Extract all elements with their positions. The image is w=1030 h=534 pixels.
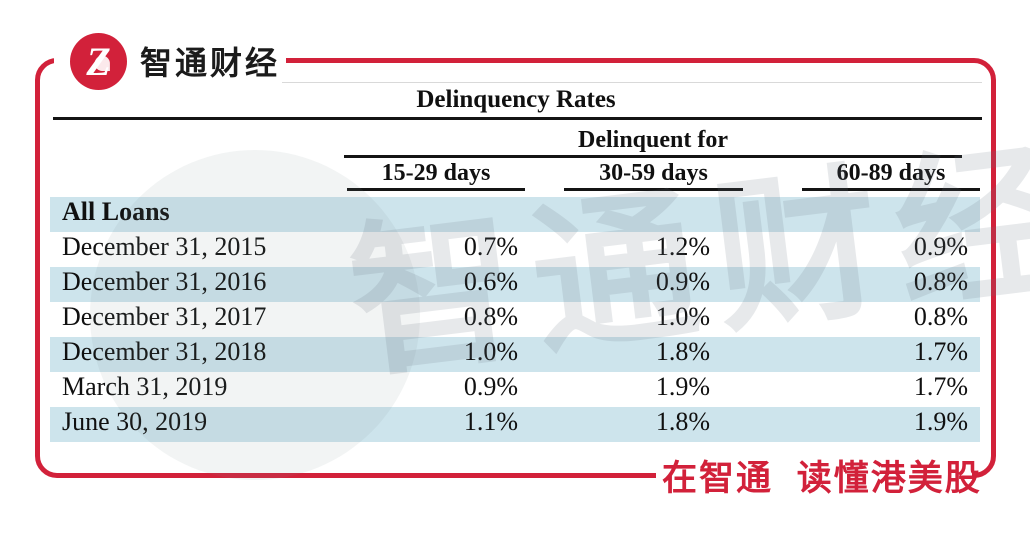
row-label: December 31, 2018 xyxy=(62,337,267,366)
cell-value: 1.1% xyxy=(463,407,518,436)
cell-value: 1.9% xyxy=(655,372,710,401)
column-header-30-59: 30-59 days xyxy=(564,160,743,191)
cell-value: 1.9% xyxy=(913,407,968,436)
cell-value: 1.8% xyxy=(655,407,710,436)
row-label: December 31, 2016 xyxy=(62,267,267,296)
border-gap-bottom xyxy=(656,469,972,483)
card-border-frame xyxy=(35,58,996,478)
cell-value: 1.7% xyxy=(913,372,968,401)
cell-value: 0.8% xyxy=(913,302,968,331)
table-row: December 31, 2015 0.7% 1.2% 0.9% xyxy=(50,232,980,267)
brand-header: Z 智通财经 xyxy=(70,32,280,90)
cell-value: 0.8% xyxy=(463,302,518,331)
cell-value: 1.0% xyxy=(463,337,518,366)
row-label: December 31, 2015 xyxy=(62,232,267,261)
footer-slogan: 在智通 读懂港美股 xyxy=(662,459,982,498)
row-label: December 31, 2017 xyxy=(62,302,267,331)
cell-value: 0.6% xyxy=(463,267,518,296)
row-label: June 30, 2019 xyxy=(62,407,208,436)
table-row: December 31, 2017 0.8% 1.0% 0.8% xyxy=(50,302,980,337)
title-underline xyxy=(53,117,982,120)
table-top-rule xyxy=(282,82,982,83)
cell-value: 1.2% xyxy=(655,232,710,261)
table-row: December 31, 2016 0.6% 0.9% 0.8% xyxy=(50,267,980,302)
brand-name: 智通财经 xyxy=(140,45,281,81)
cell-value: 0.9% xyxy=(463,372,518,401)
cell-value: 0.7% xyxy=(463,232,518,261)
cell-value: 1.8% xyxy=(655,337,710,366)
zhitong-logo-icon: Z xyxy=(70,32,127,90)
column-header-60-89: 60-89 days xyxy=(802,160,980,191)
cell-value: 0.8% xyxy=(913,267,968,296)
column-header-15-29: 15-29 days xyxy=(347,160,525,191)
cell-value: 0.9% xyxy=(913,232,968,261)
table-row: March 31, 2019 0.9% 1.9% 1.7% xyxy=(50,372,980,407)
table-title: Delinquency Rates xyxy=(416,86,616,113)
table-row: June 30, 2019 1.1% 1.8% 1.9% xyxy=(50,407,980,442)
section-label: All Loans xyxy=(62,197,170,226)
group-header: Delinquent for xyxy=(578,127,728,153)
group-header-underline xyxy=(344,155,962,158)
cell-value: 1.7% xyxy=(913,337,968,366)
cell-value: 0.9% xyxy=(655,267,710,296)
data-table: All Loans December 31, 2015 0.7% 1.2% 0.… xyxy=(50,197,980,442)
cell-value: 1.0% xyxy=(655,302,710,331)
table-row: December 31, 2018 1.0% 1.8% 1.7% xyxy=(50,337,980,372)
table-section-row: All Loans xyxy=(50,197,980,232)
row-label: March 31, 2019 xyxy=(62,372,228,401)
